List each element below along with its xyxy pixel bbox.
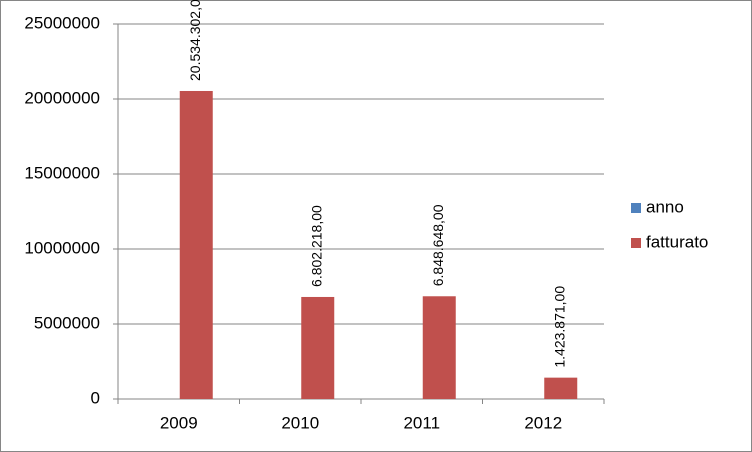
y-tick-label: 0	[91, 388, 100, 407]
y-tick-label: 5000000	[34, 313, 100, 332]
bar	[179, 90, 213, 399]
value-label: 1.423.871,00	[551, 286, 567, 368]
legend-label: fatturato	[646, 232, 708, 251]
value-label: 6.848.648,00	[430, 204, 446, 286]
value-label: 20.534.302,00	[187, 0, 203, 81]
y-tick-label: 20000000	[24, 88, 100, 107]
x-tick-label: 2011	[403, 413, 440, 432]
x-tick-label: 2010	[281, 413, 319, 432]
bar	[422, 296, 456, 399]
value-label: 6.802.218,00	[308, 205, 324, 287]
y-tick-label: 25000000	[24, 13, 100, 32]
x-tick-label: 2012	[524, 413, 562, 432]
y-tick-label: 15000000	[24, 163, 100, 182]
legend-label: anno	[646, 197, 684, 216]
legend-swatch	[631, 238, 641, 248]
bar	[301, 296, 335, 399]
legend-swatch	[631, 203, 641, 213]
x-tick-label: 2009	[160, 413, 198, 432]
y-tick-label: 10000000	[24, 238, 100, 257]
bar	[544, 377, 578, 399]
